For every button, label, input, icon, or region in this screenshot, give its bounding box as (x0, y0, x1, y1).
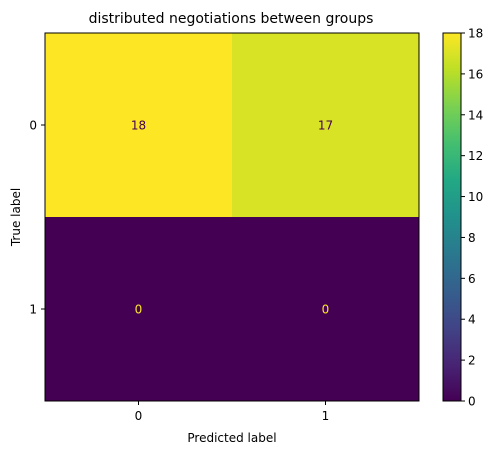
colorbar-tick-label: 8 (468, 231, 476, 245)
y-axis-label: True label (9, 188, 23, 247)
colorbar-tick-label: 4 (468, 313, 476, 327)
cell-value-label: 18 (131, 119, 146, 133)
y-tick-label: 0 (29, 119, 37, 133)
heatmap-cell-r0-c0 (45, 33, 233, 218)
x-tick-label: 0 (135, 409, 143, 423)
heatmap-cells (45, 33, 420, 402)
cell-value-label: 17 (318, 119, 333, 133)
heatmap-cell-r0-c1 (232, 33, 420, 218)
heatmap-cell-r1-c1 (232, 217, 420, 402)
heatmap-cell-r1-c0 (45, 217, 233, 402)
colorbar-tick-label: 10 (468, 190, 483, 204)
colorbar-tick-label: 16 (468, 67, 483, 81)
colorbar-ticks: 0 2 4 6 8 10 12 14 16 18 (461, 27, 483, 409)
colorbar-tick-label: 6 (468, 272, 476, 286)
cell-value-label: 0 (322, 303, 330, 317)
y-tick-label: 1 (29, 303, 37, 317)
x-tick-label: 1 (322, 409, 330, 423)
colorbar-tick-label: 2 (468, 354, 476, 368)
colorbar-tick-label: 12 (468, 149, 483, 163)
plot-frame (44, 32, 420, 402)
colorbar-tick-label: 0 (468, 395, 476, 409)
chart-title: distributed negotiations between groups (89, 11, 374, 27)
y-axis-ticks: 01 (29, 119, 45, 317)
colorbar-tick-label: 18 (468, 27, 483, 41)
colorbar (442, 32, 462, 402)
colorbar-tick-label: 14 (468, 108, 483, 122)
heatmap-cell-labels: 18 17 0 0 (131, 119, 333, 317)
x-axis-label: Predicted label (187, 431, 276, 445)
cell-value-label: 0 (135, 303, 143, 317)
